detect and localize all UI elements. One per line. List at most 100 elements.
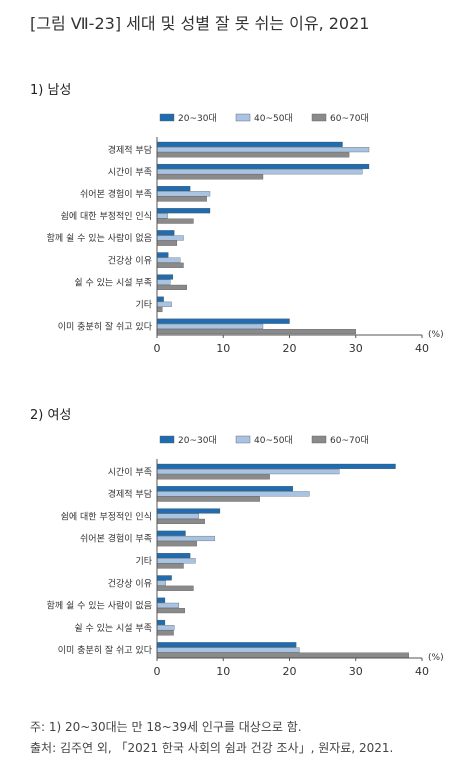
bar bbox=[156, 619, 166, 626]
bar bbox=[156, 318, 290, 324]
bar bbox=[156, 301, 172, 307]
bar bbox=[156, 580, 166, 586]
bar bbox=[156, 508, 221, 514]
bar bbox=[156, 186, 191, 192]
bar bbox=[156, 257, 181, 263]
x-tick-label: 0 bbox=[154, 665, 161, 678]
bar bbox=[156, 474, 270, 480]
bar bbox=[156, 169, 363, 175]
category-label: 쉼에 대한 부정적인 인식 bbox=[61, 510, 152, 522]
category-label: 쉼에 대한 부정적인 인식 bbox=[61, 210, 152, 222]
category-label: 쉴 수 있는 시설 부족 bbox=[74, 622, 152, 634]
category-label: 쉴 수 있는 시설 부족 bbox=[74, 276, 152, 288]
legend-label: 40~50대 bbox=[254, 435, 293, 446]
bar bbox=[156, 513, 199, 519]
legend-label: 20~30대 bbox=[178, 435, 217, 446]
bar bbox=[156, 630, 174, 636]
bar bbox=[156, 597, 166, 603]
bar bbox=[156, 518, 205, 524]
bar bbox=[156, 191, 211, 197]
x-tick-label: 20 bbox=[283, 665, 297, 678]
bar bbox=[156, 284, 187, 290]
unit-label: (%) bbox=[428, 653, 444, 663]
bar bbox=[156, 585, 194, 591]
bar bbox=[156, 152, 350, 158]
legend-swatch bbox=[159, 113, 175, 122]
bar bbox=[156, 262, 184, 268]
bar bbox=[156, 602, 180, 608]
legend-swatch bbox=[311, 113, 327, 122]
bar bbox=[156, 553, 191, 559]
bar bbox=[156, 196, 207, 202]
bar bbox=[156, 306, 163, 313]
x-tick-label: 0 bbox=[154, 342, 161, 355]
bar bbox=[156, 530, 186, 536]
bar bbox=[156, 141, 343, 147]
bar bbox=[156, 174, 264, 180]
bar bbox=[156, 541, 197, 547]
bar bbox=[156, 575, 172, 581]
bar bbox=[156, 535, 215, 542]
category-label: 건강상 이유 bbox=[108, 255, 152, 266]
x-tick-label: 10 bbox=[216, 342, 230, 355]
category-label: 경제적 부담 bbox=[108, 144, 152, 156]
bar bbox=[156, 163, 370, 170]
category-label: 경제적 부담 bbox=[108, 488, 152, 500]
category-label: 시간이 부족 bbox=[108, 167, 152, 178]
legend-label: 60~70대 bbox=[330, 113, 369, 124]
x-tick-label: 30 bbox=[349, 342, 363, 355]
x-tick-label: 40 bbox=[415, 665, 429, 678]
note-line: 주: 1) 20~30대는 만 18~39세 인구를 대상으로 함. bbox=[30, 720, 302, 734]
x-tick-label: 30 bbox=[349, 665, 363, 678]
category-label: 쉬어본 경험이 부족 bbox=[80, 188, 152, 200]
category-label: 기타 bbox=[135, 300, 152, 311]
bar bbox=[156, 252, 169, 258]
bar bbox=[156, 235, 184, 241]
unit-label: (%) bbox=[428, 330, 444, 340]
bar bbox=[156, 213, 168, 219]
x-tick-label: 40 bbox=[415, 342, 429, 355]
bar bbox=[156, 274, 174, 280]
bar bbox=[156, 491, 310, 497]
bar bbox=[156, 323, 264, 329]
category-label: 쉬어본 경험이 부족 bbox=[80, 533, 152, 545]
source-line: 출처: 김주연 외, 「2021 한국 사회의 쉼과 건강 조사」, 원자료, … bbox=[30, 741, 394, 755]
category-label: 함께 쉴 수 있는 사람이 없음 bbox=[47, 600, 152, 612]
bar bbox=[156, 296, 164, 302]
x-tick-label: 20 bbox=[283, 342, 297, 355]
bar bbox=[156, 652, 409, 658]
bar bbox=[156, 230, 175, 236]
category-label: 함께 쉴 수 있는 사람이 없음 bbox=[47, 232, 152, 244]
category-label: 건강상 이유 bbox=[108, 578, 152, 589]
legend-swatch bbox=[235, 435, 251, 444]
bar bbox=[156, 218, 194, 224]
category-label: 이미 충분히 잘 쉬고 있다 bbox=[58, 644, 153, 656]
bar bbox=[156, 329, 356, 335]
bar bbox=[156, 463, 396, 469]
bar bbox=[156, 608, 185, 614]
bar bbox=[156, 240, 178, 246]
bar bbox=[156, 469, 340, 475]
legend-label: 20~30대 bbox=[178, 113, 217, 124]
bar bbox=[156, 147, 370, 153]
category-label: 기타 bbox=[135, 556, 152, 567]
category-label: 이미 충분히 잘 쉬고 있다 bbox=[58, 321, 153, 333]
legend-swatch bbox=[235, 113, 251, 122]
figure-title: [그림 Ⅶ-23] 세대 및 성별 잘 못 쉬는 이유, 2021 bbox=[30, 14, 370, 33]
bar bbox=[156, 496, 260, 502]
bar bbox=[156, 558, 196, 564]
category-label: 시간이 부족 bbox=[108, 467, 152, 478]
bar bbox=[156, 625, 175, 631]
x-tick-label: 10 bbox=[216, 665, 230, 678]
bar bbox=[156, 642, 297, 648]
bar bbox=[156, 208, 211, 214]
bar bbox=[156, 279, 171, 285]
legend-label: 60~70대 bbox=[330, 435, 369, 446]
section-title-male: 1) 남성 bbox=[30, 83, 72, 98]
legend-swatch bbox=[311, 435, 327, 444]
section-title-female: 2) 여성 bbox=[30, 408, 72, 423]
bar bbox=[156, 647, 300, 653]
legend-label: 40~50대 bbox=[254, 113, 293, 124]
